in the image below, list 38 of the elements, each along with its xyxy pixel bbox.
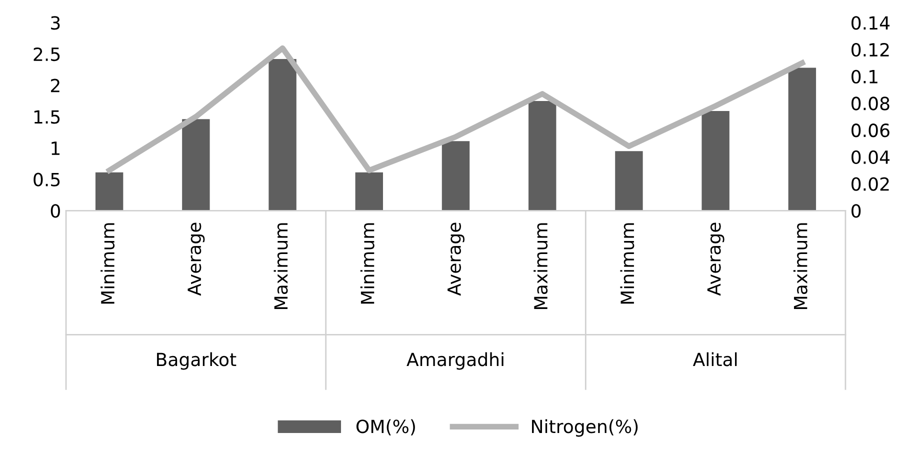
x-tick-label: Maximum [793, 223, 808, 309]
y2-tick-label: 0.04 [852, 150, 890, 164]
bar [182, 119, 210, 211]
y-tick-label: 1 [52, 142, 60, 155]
bar [788, 68, 816, 211]
y2-tick-label: 0.14 [852, 16, 890, 30]
legend-label: OM(%) [356, 419, 415, 436]
y2-tick-label: 0.1 [852, 70, 878, 84]
y-tick-label: 1.5 [34, 110, 60, 124]
legend-label: Nitrogen(%) [532, 419, 638, 437]
x-tick-label: Average [188, 222, 205, 296]
bar [528, 100, 556, 211]
x-tick-label: Maximum [274, 223, 288, 309]
x-tick-label: Minimum [360, 223, 374, 304]
y2-tick-label: 0.02 [852, 177, 889, 191]
x-tick-label: Average [707, 222, 724, 296]
bar [268, 58, 296, 211]
x-tick-label: Minimum [620, 223, 634, 304]
y2-tick-label: 0.08 [852, 96, 890, 110]
x-tick-label: Maximum [534, 223, 548, 309]
text: Bagarkot [157, 352, 236, 370]
y-tick-label: 0.5 [34, 172, 60, 186]
bar [442, 141, 470, 211]
bar [355, 172, 383, 211]
y2-tick-label: 0 [852, 204, 861, 218]
y2-tick-label: 0.12 [852, 42, 889, 57]
text: Alital [692, 352, 737, 366]
y-tick-label: 2.5 [34, 47, 60, 62]
y-tick-label: 2 [51, 78, 60, 92]
bar [615, 151, 643, 211]
y-tick-label: 3 [51, 16, 60, 30]
x-tick-label: Minimum [100, 223, 115, 304]
bar [702, 111, 730, 211]
bar [95, 172, 124, 211]
x-tick-label: Average [448, 222, 464, 296]
text: Amargadhi [406, 352, 504, 370]
y2-tick-label: 0.06 [852, 124, 890, 138]
y-tick-label: 0 [50, 204, 60, 218]
